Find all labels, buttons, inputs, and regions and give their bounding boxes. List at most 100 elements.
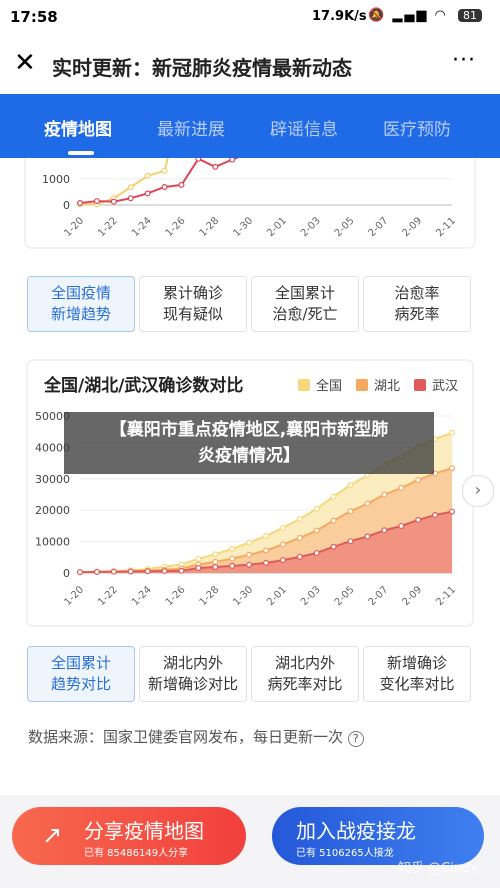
data-point xyxy=(347,538,354,545)
share-title: 分享疫情地图 xyxy=(84,819,204,843)
tab[interactable]: 医疗预防 xyxy=(383,120,451,140)
share-count: 已有 85486149人分享 xyxy=(84,848,189,859)
button-line: 新增确诊对比 xyxy=(147,675,238,693)
data-point xyxy=(347,508,354,515)
data-point xyxy=(246,561,253,568)
overlay-line: 【襄阳市重点疫情地区,襄阳市新型肺 xyxy=(109,420,389,440)
chart-title: 全国/湖北/武汉确诊数对比 xyxy=(43,375,243,396)
data-point xyxy=(229,555,236,562)
chart-switch-button[interactable]: 治愈率 病死率 xyxy=(363,276,471,332)
data-point xyxy=(330,493,337,500)
share-button[interactable]: ↗ 分享疫情地图 已有 85486149人分享 xyxy=(12,807,246,865)
join-count: 已有 5106265人接龙 xyxy=(296,848,394,859)
data-point xyxy=(398,522,405,529)
button-line: 新增确诊 xyxy=(386,654,447,672)
button-line: 病死率对比 xyxy=(267,675,343,693)
data-point xyxy=(246,551,253,558)
y-tick-label: 10000 xyxy=(35,536,70,549)
join-button[interactable]: 加入战疫接龙 已有 5106265人接龙 xyxy=(272,807,484,865)
data-point xyxy=(364,533,371,540)
data-point xyxy=(144,568,151,575)
data-point xyxy=(449,508,456,515)
button-line: 趋势对比 xyxy=(50,675,111,693)
next-arrow[interactable]: › xyxy=(462,475,494,507)
data-point xyxy=(296,553,303,560)
y-tick-label: 0 xyxy=(63,199,70,212)
data-point xyxy=(229,545,236,552)
legend-swatch xyxy=(355,379,368,391)
data-point xyxy=(93,198,100,205)
tab[interactable]: 最新进展 xyxy=(157,120,225,140)
legend-swatch xyxy=(297,379,310,391)
tab-bar: 疫情地图 最新进展 辟谣信息 医疗预防 xyxy=(0,94,500,158)
button-line: 新增趋势 xyxy=(50,305,111,323)
source-note: 数据来源：国家卫健委官网发布，每日更新一次 ? xyxy=(28,726,364,747)
button-line: 累计确诊 xyxy=(162,284,223,302)
more-button[interactable]: ··· xyxy=(452,48,476,73)
y-tick-label: 40000 xyxy=(35,441,70,454)
data-point xyxy=(313,549,320,556)
data-point xyxy=(279,541,286,548)
chart-switch-button[interactable]: 湖北内外新增确诊对比 xyxy=(139,646,247,702)
data-point xyxy=(144,190,151,197)
y-tick-label: 30000 xyxy=(35,473,70,486)
data-point xyxy=(279,557,286,564)
series-area xyxy=(80,511,452,573)
chart-switch-button[interactable]: 全国疫情 新增趋势 xyxy=(27,276,135,332)
data-point xyxy=(76,569,83,576)
data-point xyxy=(76,199,83,206)
data-point xyxy=(313,505,320,512)
time: 17:58 xyxy=(10,8,58,26)
action-bar: ↗ 分享疫情地图 已有 85486149人分享 加入战疫接龙 已有 510626… xyxy=(0,795,500,888)
legend-label: 全国 xyxy=(316,378,342,394)
data-point xyxy=(110,198,117,205)
data-point xyxy=(161,167,168,174)
chart-switch-button[interactable]: 湖北内外 病死率对比 xyxy=(251,646,359,702)
data-point xyxy=(296,515,303,522)
y-tick-label: 50000 xyxy=(35,410,70,423)
source-text: 数据来源：国家卫健委官网发布，每日更新一次 xyxy=(28,728,344,746)
data-point xyxy=(144,172,151,179)
tab[interactable]: 疫情地图 xyxy=(44,120,112,140)
data-point xyxy=(246,539,253,546)
data-point xyxy=(364,500,371,507)
chart-switch-button[interactable]: 累计确诊 现有疑似 xyxy=(139,276,247,332)
data-point xyxy=(263,559,270,566)
overlay-line: 炎疫情情况】 xyxy=(198,446,300,466)
close-button[interactable]: ✕ xyxy=(14,48,36,78)
page-title: 实时更新：新冠肺炎疫情最新动态 xyxy=(52,56,352,80)
data-point xyxy=(212,163,219,170)
info-icon[interactable]: ? xyxy=(347,731,364,747)
data-point xyxy=(415,516,422,523)
data-point xyxy=(330,517,337,524)
chart-switch-button[interactable]: 新增确诊 变化率对比 xyxy=(363,646,471,702)
chart-switch-row: 全国疫情 新增趋势 累计确诊 现有疑似 全国累计 治愈/死亡 治愈率 病死率 xyxy=(0,276,500,332)
chart-switch-button[interactable]: 全国累计 趋势对比 xyxy=(27,646,135,702)
button-line: 全国疫情 xyxy=(50,284,111,302)
data-point xyxy=(449,465,456,472)
chart-card xyxy=(24,158,476,249)
data-point xyxy=(381,491,388,498)
button-line: 治愈率 xyxy=(394,284,440,302)
data-point xyxy=(415,476,422,483)
y-tick-label: 0 xyxy=(63,567,70,580)
tab[interactable]: 辟谣信息 xyxy=(270,120,338,140)
data-point xyxy=(195,158,202,162)
data-point xyxy=(381,527,388,534)
data-point xyxy=(127,568,134,575)
legend-label: 武汉 xyxy=(432,379,458,394)
data-point xyxy=(178,181,185,188)
data-point xyxy=(212,551,219,558)
chart-switch-row: 全国累计 趋势对比 湖北内外 新增确诊对比 湖北内外 病死率对比 新增确诊 变化率对比 xyxy=(0,646,500,702)
chart-switch-button[interactable]: 全国累计 治愈/死亡 xyxy=(251,276,359,332)
data-point xyxy=(127,184,134,191)
status-bar: 17:58 17.9K/s 🔕 ▂▄▆ ◠ 81 xyxy=(0,0,500,34)
data-point xyxy=(229,562,236,569)
data-point xyxy=(449,429,456,436)
tab-indicator xyxy=(68,151,94,155)
data-point xyxy=(398,484,405,491)
data-point xyxy=(263,532,270,539)
button-line: 湖北内外 xyxy=(162,654,223,672)
